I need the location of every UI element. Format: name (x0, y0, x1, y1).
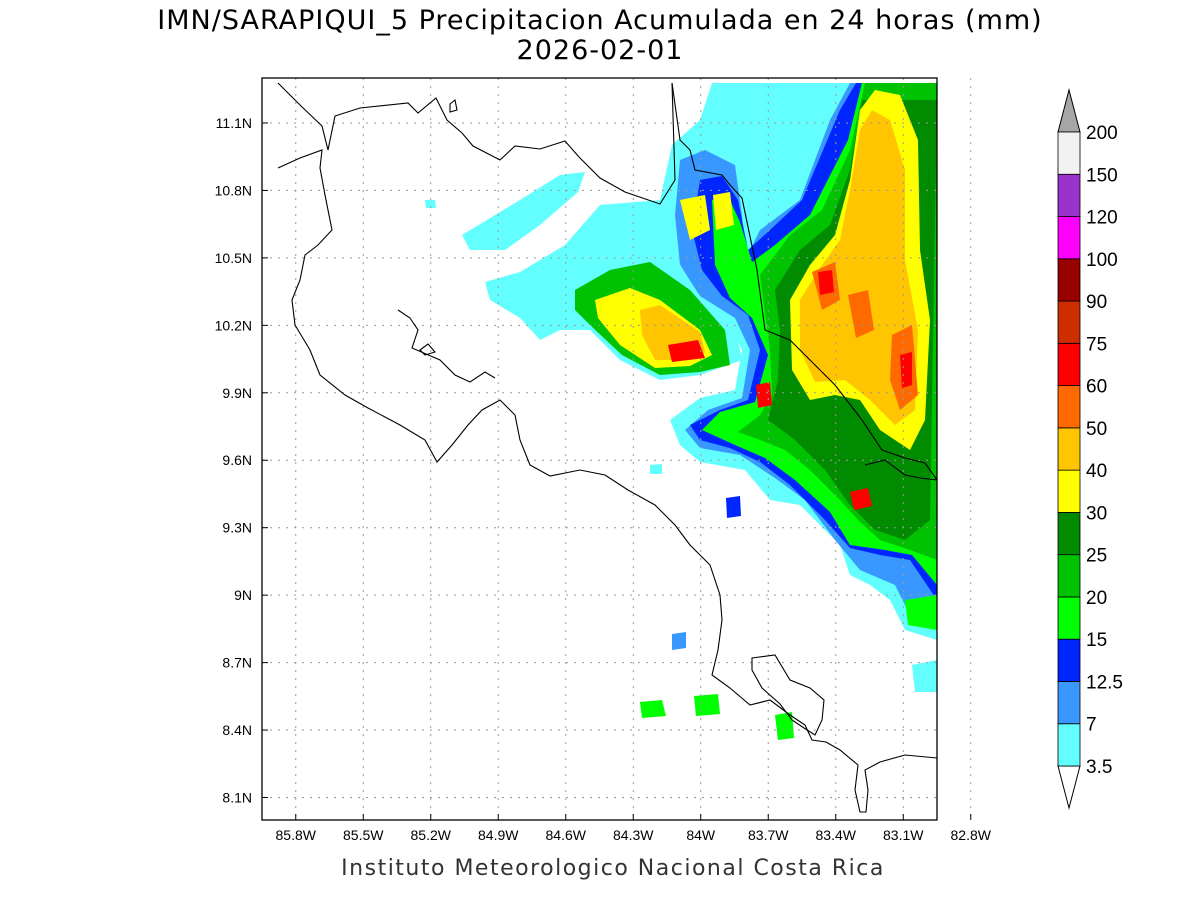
colorbar-label-2: 12.5 (1086, 672, 1123, 693)
colorbar-label-7: 40 (1086, 461, 1107, 482)
longitude-ticks: 85.8W 85.5W 85.2W 84.9W 84.6W 84.3W 84W 83.7W 83… (276, 814, 992, 843)
colorbar-label-13: 120 (1086, 208, 1118, 229)
lon-tick-label-3: 84.9W (478, 827, 519, 843)
precip-cell-yellow-1 (680, 195, 710, 240)
lon-tick-label-2: 85.2W (411, 827, 452, 843)
coastline-nicoya-gulf (397, 309, 496, 383)
colorbar-label-14: 150 (1086, 165, 1118, 186)
colorbar-label-10: 75 (1086, 334, 1107, 355)
precip-cell-south-5 (650, 464, 662, 474)
lat-tick-label-3: 9N (234, 587, 252, 603)
coastline-osa-peninsula (751, 654, 825, 736)
colorbar-swatch-5 (1057, 512, 1081, 556)
lon-tick-label-7: 83.7W (748, 827, 789, 843)
precip-cell-red-4 (850, 488, 872, 510)
map-frame (261, 77, 938, 821)
precip-streak-northwest (462, 172, 585, 250)
lon-tick-label-4: 84.6W (546, 827, 587, 843)
colorbar: 3.5 7 12.5 15 20 25 30 40 50 60 75 90 100 120 150 200 (1057, 88, 1123, 810)
lat-tick-label-5: 9.6N (222, 452, 252, 468)
lat-tick-label-10: 11.1N (216, 115, 252, 131)
lat-tick-label-9: 10.8N (215, 182, 252, 198)
precip-cell-red-2 (900, 352, 912, 388)
colorbar-swatch-3 (1057, 596, 1081, 640)
island-lake (449, 99, 458, 113)
precip-cell-south-6 (672, 632, 686, 650)
lat-tick-label-0: 8.1N (222, 790, 252, 806)
colorbar-swatch-11 (1057, 258, 1081, 302)
colorbar-under-triangle (1057, 765, 1081, 810)
precip-cell-red-5 (668, 340, 705, 362)
lon-tick-label-0: 85.8W (276, 827, 317, 843)
precip-cell-east-edge-2 (912, 660, 937, 692)
precip-cell-south-2 (694, 694, 720, 716)
coastline-pacific (277, 149, 938, 813)
colorbar-over-triangle (1057, 88, 1081, 133)
latitude-ticks: 8.1N 8.4N 8.7N 9N 9.3N 9.6N 9.9N 10.2N 10.5N 10.8… (215, 115, 268, 806)
precip-cell-orange-3 (848, 290, 874, 338)
coastline-caribbean-costa-rica (671, 82, 938, 481)
precip-cell-east-edge (905, 595, 937, 630)
colorbar-label-8: 50 (1086, 419, 1107, 440)
lon-tick-label-1: 85.5W (343, 827, 384, 843)
colorbar-swatch-2 (1057, 638, 1081, 682)
colorbar-swatch-4 (1057, 554, 1081, 598)
coastline-layer (277, 82, 938, 813)
institution-footer: Instituto Meteorologico Nacional Costa R… (341, 856, 885, 881)
colorbar-label-11: 90 (1086, 292, 1107, 313)
map-border (261, 77, 938, 821)
lat-tick-label-2: 8.7N (222, 655, 252, 671)
precip-cell-red-1 (818, 270, 834, 295)
colorbar-label-15: 200 (1086, 123, 1118, 144)
map-date: 2026-02-01 (516, 35, 684, 66)
colorbar-label-4: 20 (1086, 588, 1107, 609)
lat-tick-label-1: 8.4N (222, 722, 252, 738)
colorbar-swatch-12 (1057, 216, 1081, 260)
colorbar-label-5: 25 (1086, 546, 1107, 567)
precip-area-northeast-40 (800, 110, 918, 425)
border-panama (864, 459, 938, 481)
colorbar-label-12: 100 (1086, 250, 1118, 271)
lon-tick-label-10: 82.8W (951, 827, 992, 843)
lat-tick-label-4: 9.3N (222, 520, 252, 536)
colorbar-swatch-13 (1057, 173, 1081, 217)
map-grid (262, 78, 972, 820)
precip-cell-south-1 (640, 700, 666, 718)
precip-cell-isolated-1 (425, 200, 436, 208)
island-gulf (419, 343, 436, 356)
lon-tick-label-5: 84.3W (613, 827, 654, 843)
colorbar-swatch-1 (1057, 681, 1081, 725)
lat-tick-label-6: 9.9N (222, 385, 252, 401)
colorbar-label-9: 60 (1086, 377, 1107, 398)
map-title: IMN/SARAPIQUI_5 Precipitacion Acumulada … (157, 5, 1043, 36)
colorbar-swatch-6 (1057, 469, 1081, 513)
lat-tick-label-7: 10.2N (215, 317, 252, 333)
lon-tick-label-8: 83.4W (816, 827, 857, 843)
colorbar-swatch-10 (1057, 300, 1081, 344)
precip-cell-south-3 (775, 712, 794, 740)
precip-cell-yellow-2 (713, 192, 734, 230)
colorbar-label-1: 7 (1086, 715, 1097, 736)
lon-tick-label-9: 83.1W (883, 827, 924, 843)
lat-tick-label-8: 10.5N (215, 250, 252, 266)
colorbar-swatch-8 (1057, 385, 1081, 429)
colorbar-swatch-14 (1057, 131, 1081, 175)
colorbar-swatch-0 (1057, 723, 1081, 767)
precip-cell-red-3 (756, 382, 772, 408)
colorbar-swatch-7 (1057, 427, 1081, 471)
precip-cell-south-4 (726, 496, 741, 518)
colorbar-swatch-9 (1057, 342, 1081, 387)
colorbar-label-6: 30 (1086, 503, 1107, 524)
coastline-caribbean-nicaragua (277, 82, 676, 205)
lon-tick-label-6: 84W (686, 827, 716, 843)
precipitation-fill-layer (425, 83, 937, 740)
colorbar-label-0: 3.5 (1086, 757, 1112, 778)
colorbar-label-3: 15 (1086, 630, 1107, 651)
